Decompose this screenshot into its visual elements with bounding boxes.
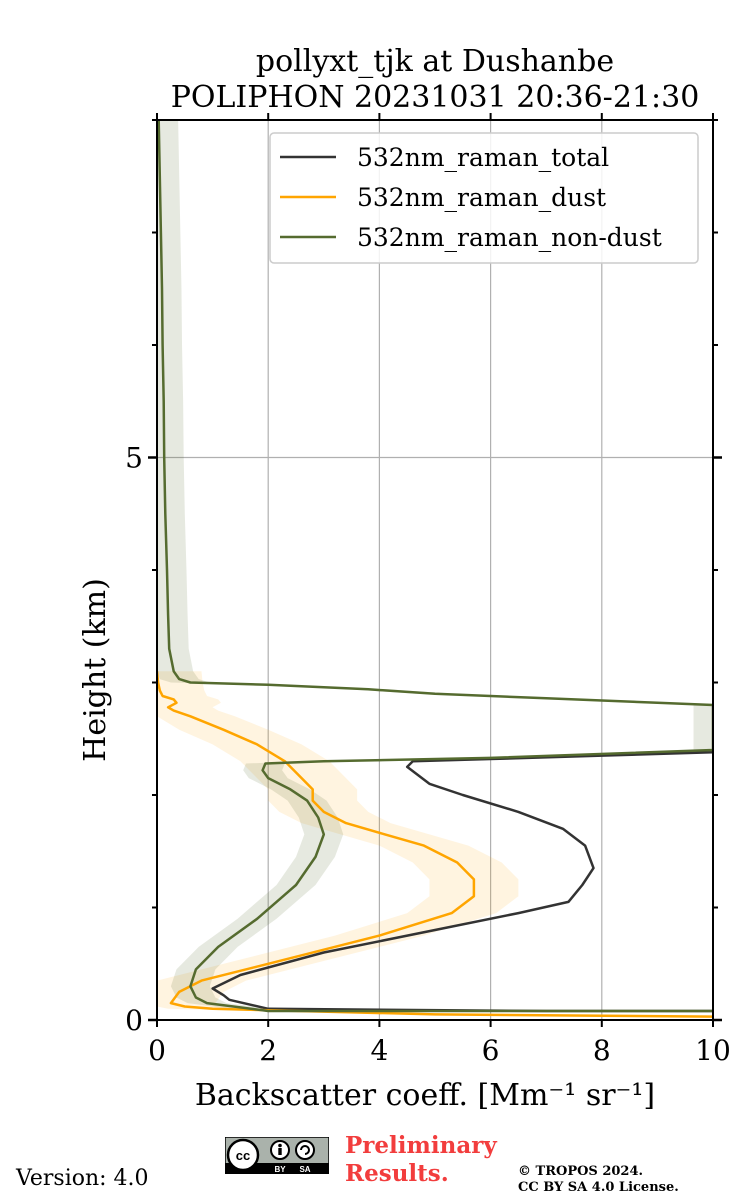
- series-line-532nm-raman-dust: [157, 671, 713, 1018]
- non-dust-uncertainty-band: [157, 120, 713, 1011]
- legend-entry: 532nm_raman_non-dust: [357, 223, 662, 252]
- x-tick-label: 6: [482, 1034, 500, 1067]
- legend: 532nm_raman_total 532nm_raman_dust 532nm_r…: [269, 132, 699, 264]
- copyright-notice: © TROPOS 2024. CC BY SA 4.0 License.: [518, 1164, 679, 1196]
- legend-box: [269, 132, 699, 264]
- backscatter-chart: 0 2 4 6 8 10 0 5 Backscatter coeff. [Mm⁻¹ sr⁻¹] H…: [78, 113, 731, 1113]
- chart-title-line1: pollyxt_tjk at Dushanbe: [255, 44, 615, 79]
- by-text: BY: [274, 1165, 286, 1174]
- legend-entry: 532nm_raman_dust: [357, 183, 606, 212]
- version-label: Version: 4.0: [16, 1166, 149, 1191]
- y-axis-label: Height (km): [78, 578, 113, 762]
- sa-text: SA: [299, 1165, 310, 1174]
- cc-text: cc: [236, 1148, 250, 1163]
- y-tick-label: 5: [125, 442, 143, 475]
- x-tick-label: 0: [148, 1034, 166, 1067]
- x-tick-label: 10: [695, 1034, 731, 1067]
- copyright-line1: © TROPOS 2024.: [518, 1164, 644, 1179]
- preliminary-line2: Results.: [345, 1160, 449, 1187]
- x-tick-label: 2: [259, 1034, 277, 1067]
- legend-entry: 532nm_raman_total: [357, 143, 609, 172]
- y-tick-label: 0: [125, 1004, 143, 1037]
- copyright-line2: CC BY SA 4.0 License.: [518, 1180, 679, 1195]
- x-tick-label: 4: [370, 1034, 388, 1067]
- x-tick-label: 8: [593, 1034, 611, 1067]
- cc-by-sa-badge-icon: cc BY SA: [225, 1137, 329, 1174]
- preliminary-line1: Preliminary: [345, 1132, 497, 1159]
- plot-area: [157, 120, 713, 1018]
- chart-title-line2: POLIPHON 20231031 20:36-21:30: [170, 80, 700, 115]
- series-line-532nm-raman-total: [211, 751, 713, 1013]
- series-line-532nm-raman-non-dust: [157, 120, 713, 1013]
- dust-uncertainty-band: [157, 671, 713, 1017]
- preliminary-results-label: Preliminary Results.: [345, 1132, 497, 1188]
- x-axis-label: Backscatter coeff. [Mm⁻¹ sr⁻¹]: [195, 1078, 655, 1113]
